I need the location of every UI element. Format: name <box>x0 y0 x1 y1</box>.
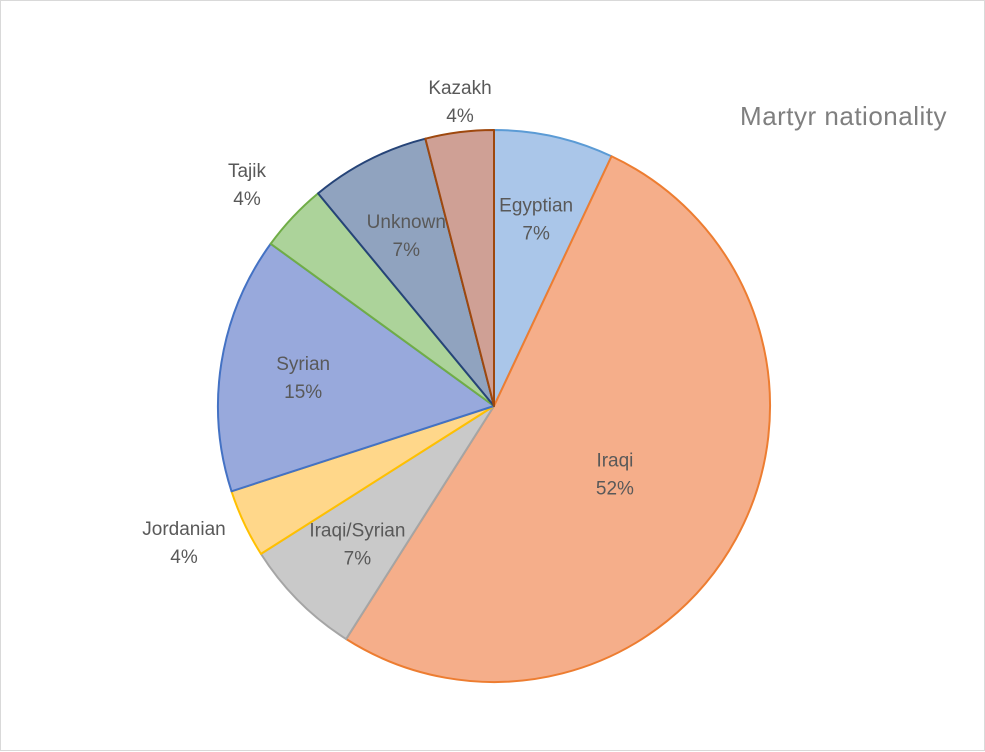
data-label-jordanian: Jordanian 4% <box>142 519 225 568</box>
data-label-name: Jordanian <box>142 519 225 540</box>
pie-slice-iraqi-syrian <box>259 405 495 641</box>
pie-slice-egyptian <box>493 129 613 407</box>
data-label-iraqi-syrian: Iraqi/Syrian 7% <box>309 521 405 570</box>
data-label-egyptian: Egyptian 7% <box>499 195 573 244</box>
data-label-name: Tajik <box>228 161 267 182</box>
data-label-syrian: Syrian 15% <box>276 354 330 403</box>
data-label-percent: 52% <box>596 478 634 499</box>
pie-slice-kazakh <box>424 129 495 407</box>
data-label-percent: 4% <box>446 106 474 127</box>
data-label-name: Syrian <box>276 354 330 375</box>
pie-slice-syrian <box>217 242 495 493</box>
pie-slice-unknown <box>317 137 495 407</box>
data-label-percent: 7% <box>344 549 372 570</box>
data-label-name: Iraqi/Syrian <box>309 521 405 542</box>
data-label-tajik: Tajik 4% <box>228 161 267 210</box>
data-label-name: Iraqi <box>596 450 633 471</box>
pie-labels: Egyptian 7% Iraqi 52% Iraqi/Syrian 7% Jordania… <box>142 78 634 570</box>
data-label-percent: 7% <box>393 240 421 261</box>
pie-slices <box>217 129 772 683</box>
pie-slice-iraqi <box>345 155 772 683</box>
data-label-name: Egyptian <box>499 195 573 216</box>
data-label-iraqi: Iraqi 52% <box>596 450 634 499</box>
data-label-percent: 15% <box>284 382 322 403</box>
data-label-percent: 4% <box>170 547 198 568</box>
data-label-name: Kazakh <box>428 78 491 99</box>
data-label-percent: 4% <box>233 189 261 210</box>
data-label-percent: 7% <box>522 223 550 244</box>
data-label-kazakh: Kazakh 4% <box>428 78 491 127</box>
data-label-unknown: Unknown 7% <box>367 212 446 261</box>
chart-title: Martyr nationality <box>740 101 947 131</box>
data-label-name: Unknown <box>367 212 446 233</box>
